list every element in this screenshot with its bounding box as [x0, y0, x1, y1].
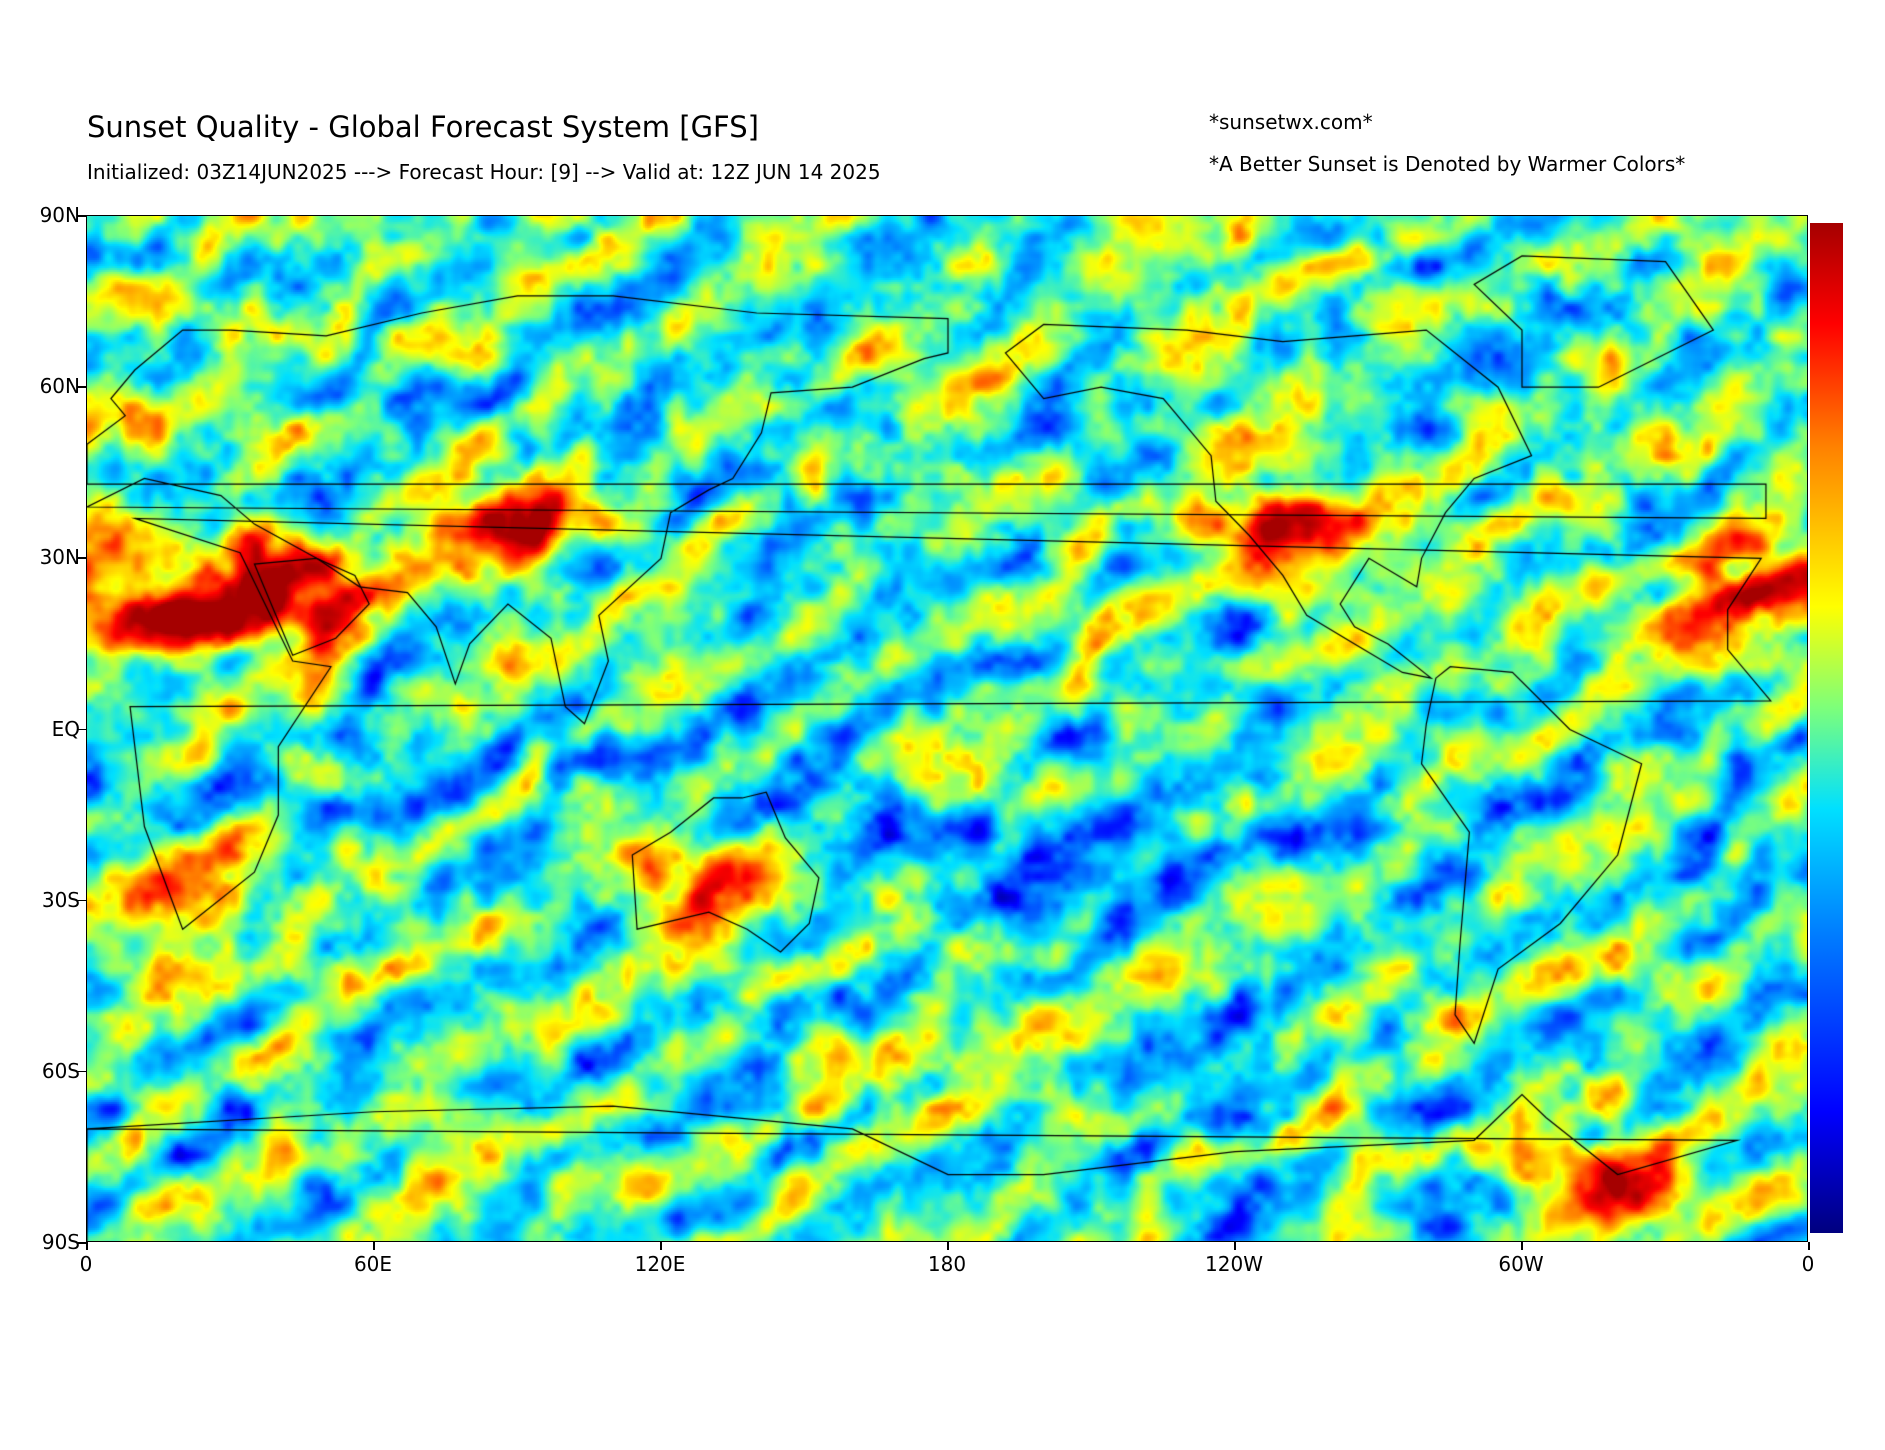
- lat-tick-mark: [78, 386, 86, 388]
- lon-tick-label: 0: [1801, 1252, 1815, 1276]
- site-credit: *sunsetwx.com*: [1209, 110, 1373, 134]
- lon-tick-mark: [1234, 1242, 1236, 1250]
- map-panel: [86, 215, 1808, 1242]
- lat-tick-mark: [78, 1070, 86, 1073]
- lon-tick-mark: [947, 1242, 949, 1250]
- lon-tick-mark: [660, 1242, 662, 1250]
- sunset-quality-field: [87, 216, 1807, 1241]
- lon-tick-mark: [373, 1242, 375, 1250]
- colorbar: [1810, 223, 1843, 1233]
- lat-tick-mark: [78, 899, 86, 902]
- lon-tick-mark: [1808, 1242, 1810, 1250]
- lon-tick-label: 0: [79, 1252, 93, 1276]
- chart-subtitle: Initialized: 03Z14JUN2025 ---> Forecast …: [87, 160, 881, 184]
- lon-tick-label: 180: [927, 1252, 967, 1276]
- lon-tick-label: 120E: [634, 1252, 686, 1276]
- lon-tick-label: 60W: [1498, 1252, 1544, 1276]
- lat-tick-label: 30N: [39, 545, 80, 570]
- lat-tick-label: 90S: [41, 1230, 80, 1254]
- lon-tick-label: 60E: [353, 1252, 393, 1276]
- chart-title: Sunset Quality - Global Forecast System …: [87, 110, 759, 144]
- lon-tick-mark: [86, 1242, 88, 1250]
- lat-tick-mark: [78, 557, 86, 559]
- lon-tick-mark: [1521, 1242, 1523, 1250]
- lon-tick-label: 120W: [1205, 1252, 1263, 1276]
- color-note: *A Better Sunset is Denoted by Warmer Co…: [1209, 152, 1686, 176]
- lat-tick-label: 30S: [41, 887, 80, 912]
- lat-tick-label: 60S: [41, 1058, 80, 1083]
- lat-tick-mark: [78, 728, 86, 730]
- lat-tick-mark: [78, 1242, 86, 1244]
- lat-tick-label: 60N: [39, 374, 80, 399]
- lat-tick-label: EQ: [51, 716, 80, 741]
- lat-tick-label: 90N: [39, 203, 80, 227]
- lat-tick-mark: [78, 215, 86, 217]
